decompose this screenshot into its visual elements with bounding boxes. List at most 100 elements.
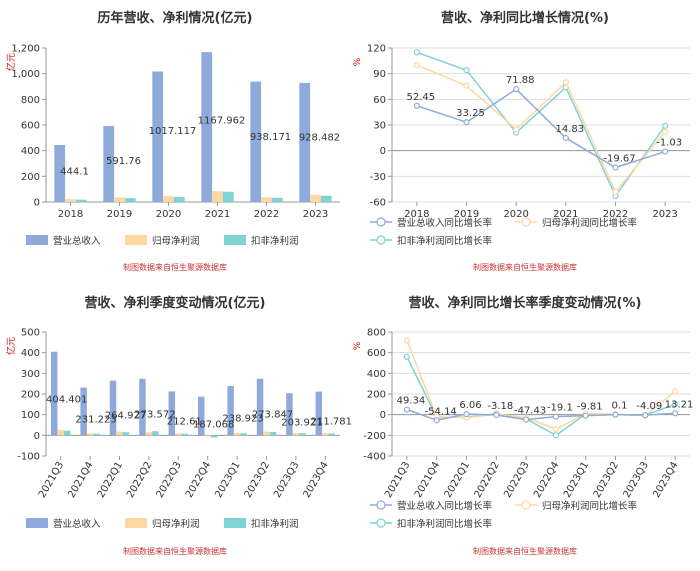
x-tick-label: 2019 <box>107 209 132 220</box>
x-tick-label: 2023Q3 <box>622 460 651 500</box>
point-归母净利润同比增长率-2021 <box>562 79 569 86</box>
legend-marker <box>376 217 386 227</box>
point-归母净利润同比增长率-2022Q4 <box>552 426 560 433</box>
bar-归母净利润-2022Q1 <box>116 431 123 436</box>
legend-label: 营业总收入 <box>53 235 101 247</box>
data-label: 49.34 <box>397 396 426 407</box>
bar-营业总收入-2018 <box>54 145 66 202</box>
bar-营业总收入-2022 <box>250 81 262 202</box>
bar-归母净利润-2020 <box>163 196 174 202</box>
point-营业总收入同比增长率-2022Q4 <box>552 413 560 420</box>
x-tick-label: 2018 <box>404 209 429 220</box>
data-label: 591.76 <box>106 156 141 167</box>
line-扣非净利润同比增长率 <box>416 51 666 198</box>
y-tick-label: 300 <box>21 369 40 380</box>
bar-营业总收入-2022Q2 <box>139 378 146 436</box>
x-tick-label: 2022 <box>603 209 628 220</box>
legend-label: 扣非净利润 <box>251 235 299 247</box>
y-tick-label: 30 <box>373 121 386 132</box>
point-扣非净利润同比增长率-2023 <box>662 122 669 129</box>
bar-扣非净利润-2021Q4 <box>93 433 100 436</box>
point-营业总收入同比增长率-2022Q2 <box>493 411 500 419</box>
data-label: 1017.117 <box>149 126 197 137</box>
point-营业总收入同比增长率-2018 <box>413 102 420 109</box>
bar-归母净利润-2022Q2 <box>145 432 153 436</box>
x-tick-label: 2021 <box>205 209 230 220</box>
bar-营业总收入-2022Q3 <box>168 391 176 436</box>
point-营业总收入同比增长率-2023Q2 <box>612 411 619 418</box>
bar-营业总收入-2021Q3 <box>50 351 58 436</box>
data-label: -3.18 <box>487 401 513 412</box>
bar-归母净利润-2022 <box>261 197 272 202</box>
data-label: 404.401 <box>46 395 87 406</box>
bar-归母净利润-2023 <box>310 194 321 202</box>
bar-归母净利润-2018 <box>65 199 76 202</box>
data-label: 238.923 <box>222 413 263 424</box>
bar-营业总收入-2020 <box>152 71 164 202</box>
data-label: -19.1 <box>547 403 573 414</box>
chart-title: 营收、净利同比增长率季度变动情况(%) <box>409 295 642 311</box>
data-label: 187.068 <box>193 419 234 430</box>
line-营业总收入同比增长率 <box>406 408 676 422</box>
quarterly-growth-chart: 营收、净利同比增长率季度变动情况(%) -400 -200 0 200 400 600 800… <box>353 295 693 556</box>
bar-归母净利润-2021 <box>212 191 223 202</box>
bar-归母净利润-2023Q1 <box>233 432 241 436</box>
source-note: 制图数据来自恒生聚源数据库 <box>473 546 577 556</box>
y-tick-label: 0 <box>34 198 40 209</box>
point-归母净利润同比增长率-2020 <box>513 126 520 133</box>
bar-扣非净利润-2023Q3 <box>299 433 306 436</box>
y-tick-label: 1,000 <box>11 69 40 80</box>
point-归母净利润同比增长率-2023 <box>662 128 669 135</box>
y-tick-label: 60 <box>373 95 386 106</box>
y-tick-label: -100 <box>17 452 40 463</box>
x-tick-label: 2023Q2 <box>592 460 621 500</box>
x-tick-label: 2023Q3 <box>272 460 301 500</box>
point-归母净利润同比增长率-2019 <box>463 82 470 89</box>
point-营业总收入同比增长率-2022Q1 <box>463 410 470 418</box>
bar-营业总收入-2023Q2 <box>256 378 264 436</box>
y-tick-label: 0 <box>380 146 386 157</box>
x-tick-label: 2022Q1 <box>96 460 125 500</box>
data-label: -19.67 <box>603 153 635 164</box>
bar-归母净利润-2021Q4 <box>86 433 94 436</box>
point-营业总收入同比增长率-2023Q4 <box>671 410 679 417</box>
bar-营业总收入-2022Q4 <box>197 396 205 436</box>
bar-营业总收入-2022Q1 <box>109 380 117 436</box>
quarterly-amount-chart: 营收、净利季度变动情况(亿元) -100 0 100 200 300 400 500 亿元 202… <box>5 295 352 556</box>
data-label: -4.09 <box>636 401 662 412</box>
source-note: 制图数据来自恒生聚源数据库 <box>123 546 227 556</box>
x-tick-label: 2022Q3 <box>155 460 184 500</box>
y-tick-label: 500 <box>21 328 40 339</box>
chart-title: 营收、净利季度变动情况(亿元) <box>85 295 266 311</box>
x-tick-label: 2022 <box>254 209 279 220</box>
x-tick-label: 2021Q3 <box>383 460 412 500</box>
legend-swatch <box>26 235 48 245</box>
unit-label: 亿元 <box>5 337 17 355</box>
line-营业总收入同比增长率 <box>416 88 666 169</box>
bar-归母净利润-2022Q4 <box>204 435 211 437</box>
y-tick-label: 400 <box>21 146 40 157</box>
legend-swatch <box>125 518 147 528</box>
point-营业总收入同比增长率-2021 <box>562 134 569 142</box>
data-label: -1.03 <box>656 138 682 149</box>
data-label: 273.572 <box>134 410 175 421</box>
x-tick-label: 2018 <box>58 209 83 220</box>
legend-marker <box>376 518 386 528</box>
x-tick-label: 2020 <box>156 209 181 220</box>
y-tick-label: 200 <box>21 172 40 183</box>
bar-归母净利润-2019 <box>114 197 125 202</box>
bar-营业总收入-2021 <box>201 52 213 202</box>
bar-扣非净利润-2023Q4 <box>328 433 336 436</box>
bar-扣非净利润-2023Q1 <box>240 433 247 436</box>
x-tick-label: 2023Q4 <box>651 460 680 500</box>
y-tick-label: -400 <box>363 452 386 463</box>
bar-扣非净利润-2023 <box>320 195 332 202</box>
point-扣非净利润同比增长率-2022Q4 <box>552 432 560 439</box>
bar-扣非净利润-2022Q3 <box>181 433 189 436</box>
point-扣非净利润同比增长率-2019 <box>463 67 470 74</box>
y-tick-label: 600 <box>367 348 386 359</box>
y-tick-label: 800 <box>21 95 40 106</box>
x-tick-label: 2022Q1 <box>443 460 472 500</box>
bar-归母净利润-2023Q3 <box>292 432 300 436</box>
